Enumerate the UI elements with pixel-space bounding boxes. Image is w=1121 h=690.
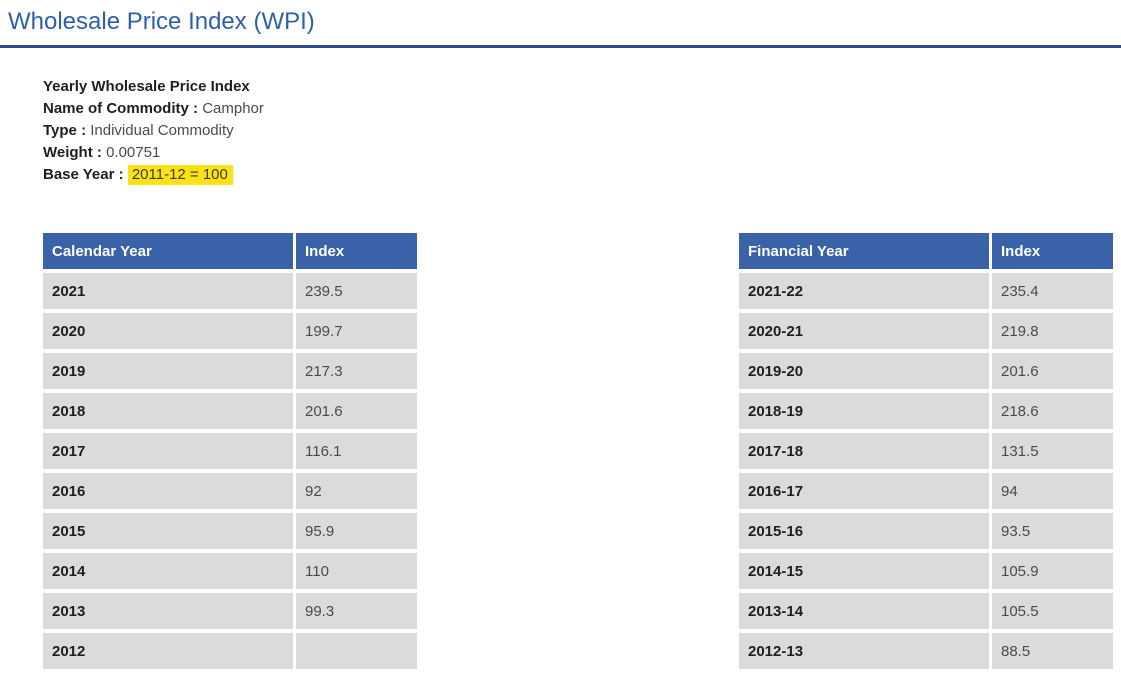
tables-container: Calendar Year Index 2021 239.5 2020 199.7 201… <box>40 229 1121 673</box>
year-cell: 2016-17 <box>739 473 989 509</box>
index-cell: 219.8 <box>992 313 1113 349</box>
info-heading: Yearly Wholesale Price Index <box>43 78 250 95</box>
table-row: 2012 <box>43 633 417 669</box>
info-label: Type <box>43 122 77 139</box>
index-cell: 201.6 <box>296 393 417 429</box>
info-separator: : <box>188 100 203 117</box>
year-cell: 2021-22 <box>739 273 989 309</box>
info-field-weight: Weight : 0.00751 <box>43 142 1121 164</box>
table-row: 2018-19 218.6 <box>739 393 1113 429</box>
year-cell: 2019 <box>43 353 293 389</box>
year-cell: 2020-21 <box>739 313 989 349</box>
year-cell: 2014 <box>43 553 293 589</box>
table-row: 2020 199.7 <box>43 313 417 349</box>
title-divider <box>0 45 1121 48</box>
page-title: Wholesale Price Index (WPI) <box>8 8 315 35</box>
year-cell: 2014-15 <box>739 553 989 589</box>
table-row: 2012-13 88.5 <box>739 633 1113 669</box>
table-row: 2017-18 131.5 <box>739 433 1113 469</box>
index-cell: 201.6 <box>992 353 1113 389</box>
year-cell: 2012 <box>43 633 293 669</box>
table-row: 2020-21 219.8 <box>739 313 1113 349</box>
table-row: 2018 201.6 <box>43 393 417 429</box>
year-cell: 2015-16 <box>739 513 989 549</box>
index-cell: 218.6 <box>992 393 1113 429</box>
index-cell: 88.5 <box>992 633 1113 669</box>
table-row: 2021 239.5 <box>43 273 417 309</box>
base-year-highlight: 2011-12 = 100 <box>127 165 233 185</box>
table-row: 2014 110 <box>43 553 417 589</box>
year-cell: 2018-19 <box>739 393 989 429</box>
commodity-info: Yearly Wholesale Price Index Name of Com… <box>43 76 1121 186</box>
year-cell: 2012-13 <box>739 633 989 669</box>
index-cell: 217.3 <box>296 353 417 389</box>
index-cell: 94 <box>992 473 1113 509</box>
info-field-commodity: Name of Commodity : Camphor <box>43 98 1121 120</box>
year-cell: 2016 <box>43 473 293 509</box>
index-cell: 105.5 <box>992 593 1113 629</box>
index-cell: 92 <box>296 473 417 509</box>
year-cell: 2018 <box>43 393 293 429</box>
index-cell: 235.4 <box>992 273 1113 309</box>
financial-year-table: Financial Year Index 2021-22 235.4 2020-21 2… <box>736 229 1116 673</box>
year-cell: 2019-20 <box>739 353 989 389</box>
index-cell: 95.9 <box>296 513 417 549</box>
year-cell: 2021 <box>43 273 293 309</box>
info-label: Weight <box>43 144 93 161</box>
table-row: 2019 217.3 <box>43 353 417 389</box>
index-cell: 116.1 <box>296 433 417 469</box>
info-field-type: Type : Individual Commodity <box>43 120 1121 142</box>
table-row: 2019-20 201.6 <box>739 353 1113 389</box>
table-row: 2013 99.3 <box>43 593 417 629</box>
table-row: 2016-17 94 <box>739 473 1113 509</box>
info-label: Base Year <box>43 166 115 183</box>
index-cell: 131.5 <box>992 433 1113 469</box>
info-field-base-year: Base Year : 2011-12 = 100 <box>43 164 1121 186</box>
index-cell: 99.3 <box>296 593 417 629</box>
table-row: 2014-15 105.9 <box>739 553 1113 589</box>
table-row: 2015-16 93.5 <box>739 513 1113 549</box>
table-row: 2017 116.1 <box>43 433 417 469</box>
table-row: 2015 95.9 <box>43 513 417 549</box>
info-separator: : <box>92 144 107 161</box>
index-cell: 93.5 <box>992 513 1113 549</box>
index-cell: 199.7 <box>296 313 417 349</box>
info-value: Camphor <box>202 100 264 117</box>
year-cell: 2015 <box>43 513 293 549</box>
info-label: Name of Commodity <box>43 100 189 117</box>
year-cell: 2017 <box>43 433 293 469</box>
column-header: Index <box>992 233 1113 269</box>
year-cell: 2013-14 <box>739 593 989 629</box>
info-value: Individual Commodity <box>90 122 234 139</box>
column-header: Index <box>296 233 417 269</box>
calendar-year-table: Calendar Year Index 2021 239.5 2020 199.7 201… <box>40 229 420 673</box>
index-cell: 105.9 <box>992 553 1113 589</box>
info-separator: : <box>76 122 91 139</box>
year-cell: 2017-18 <box>739 433 989 469</box>
header-row: Calendar Year Index <box>43 233 417 269</box>
year-cell: 2013 <box>43 593 293 629</box>
table-row: 2013-14 105.5 <box>739 593 1113 629</box>
year-cell: 2020 <box>43 313 293 349</box>
info-value: 0.00751 <box>106 144 161 161</box>
column-header: Financial Year <box>739 233 989 269</box>
index-cell <box>296 633 417 669</box>
header-row: Financial Year Index <box>739 233 1113 269</box>
table-row: 2021-22 235.4 <box>739 273 1113 309</box>
index-cell: 239.5 <box>296 273 417 309</box>
column-header: Calendar Year <box>43 233 293 269</box>
index-cell: 110 <box>296 553 417 589</box>
info-separator: : <box>114 166 128 183</box>
table-row: 2016 92 <box>43 473 417 509</box>
